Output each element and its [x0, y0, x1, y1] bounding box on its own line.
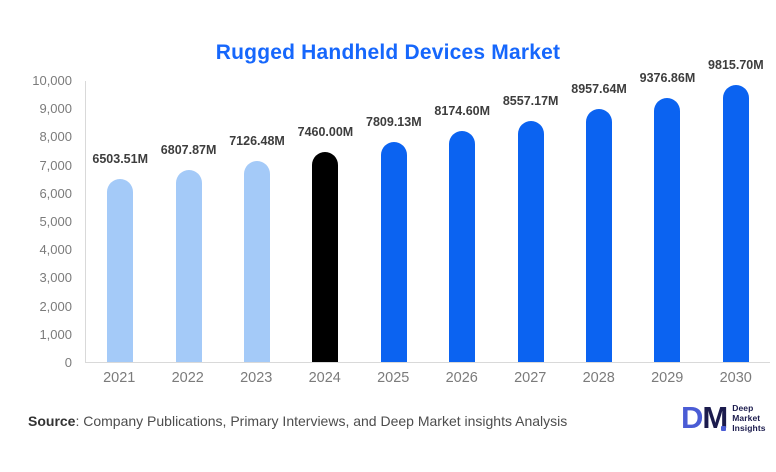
y-tick-label: 6,000	[39, 185, 72, 201]
bar-slot-2028: 8957.64M	[565, 81, 633, 362]
logo-text-line: Market	[732, 412, 761, 423]
bar-value-label: 6503.51M	[92, 151, 149, 166]
x-tick-label-2028: 2028	[582, 370, 615, 386]
bar-value-label: 8557.17M	[502, 93, 559, 108]
bar-2026	[449, 131, 476, 362]
bar-slot-2026: 8174.60M	[428, 81, 496, 362]
bar-2022	[175, 170, 202, 362]
source-label: Source	[28, 413, 76, 429]
x-tick-label-2024: 2024	[308, 370, 341, 386]
dm-logo-icon: DM	[681, 400, 728, 435]
y-tick-label: 1,000	[39, 326, 72, 342]
bar-value-label: 8174.60M	[434, 104, 491, 119]
y-tick-label: 3,000	[39, 270, 72, 286]
bar-2027	[517, 120, 544, 362]
bar-2024	[312, 151, 339, 362]
bar-2030	[722, 85, 749, 362]
bar-slot-2029: 9376.86M	[633, 71, 701, 362]
bar-value-label: 7126.48M	[229, 134, 285, 149]
bar-value-label: 7460.00M	[297, 124, 354, 139]
bar-slot-2025: 7809.13M	[360, 81, 428, 362]
bar-2021	[107, 178, 134, 362]
y-tick-label: 4,000	[39, 242, 72, 258]
bar-2025	[380, 141, 407, 362]
y-tick-label: 0	[64, 355, 72, 370]
logo-wordmark: Deep Market Insights	[732, 403, 765, 433]
x-tick-label-2027: 2027	[514, 370, 547, 386]
plot-area: 6503.51M 6807.87M 7126.48M 7460.00M 7809.13M…	[85, 58, 770, 363]
bar-slot-2030: 9815.70M	[702, 58, 770, 362]
x-tick-label-2023: 2023	[240, 370, 273, 386]
bar-slot-2024: 7460.00M	[291, 81, 359, 362]
x-tick-label-2021: 2021	[103, 370, 136, 386]
x-axis-tick-labels: 2021 2022 2023 2024 2025 2026 2027 2028 2029 2030	[85, 370, 770, 386]
bar-2023	[244, 161, 271, 362]
x-tick-label-2022: 2022	[171, 370, 204, 386]
bar-slot-2023: 7126.48M	[223, 81, 291, 362]
logo-dot-icon	[721, 426, 727, 431]
bar-value-label: 8957.64M	[571, 82, 627, 97]
x-tick-label-2030: 2030	[719, 370, 752, 386]
bar-value-label: 9376.86M	[639, 70, 696, 85]
logo-text-line: Insights	[732, 422, 766, 433]
y-tick-label: 7,000	[39, 157, 72, 173]
y-tick-label: 8,000	[39, 129, 72, 145]
bar-slot-2027: 8557.17M	[496, 81, 564, 362]
y-tick-label: 9,000	[39, 101, 72, 117]
bar-value-label: 6807.87M	[160, 143, 217, 158]
source-note: Source: Company Publications, Primary In…	[28, 413, 567, 429]
source-text: : Company Publications, Primary Intervie…	[75, 413, 568, 429]
y-tick-label: 10,000	[32, 73, 72, 88]
bar-slot-2021: 6503.51M	[86, 81, 154, 362]
x-tick-label-2026: 2026	[445, 370, 478, 386]
logo-text-line: Deep	[732, 402, 754, 413]
bar-slot-2022: 6807.87M	[154, 81, 222, 362]
bar-value-label: 9815.70M	[708, 58, 764, 73]
y-axis-tick-labels: 10,000 9,000 8,000 7,000 6,000 5,000 4,000 3,00…	[0, 0, 72, 472]
deep-market-insights-logo: DM Deep Market Insights	[681, 402, 766, 433]
chart-title: Rugged Handheld Devices Market	[215, 41, 561, 64]
y-tick-label: 2,000	[39, 298, 72, 314]
logo-letter-d: D	[681, 400, 703, 435]
x-tick-label-2029: 2029	[651, 370, 684, 386]
bar-value-label: 7809.13M	[366, 114, 422, 129]
bar-2028	[586, 109, 613, 362]
x-tick-label-2025: 2025	[377, 370, 410, 386]
y-tick-label: 5,000	[39, 214, 72, 229]
bar-2029	[654, 97, 681, 362]
